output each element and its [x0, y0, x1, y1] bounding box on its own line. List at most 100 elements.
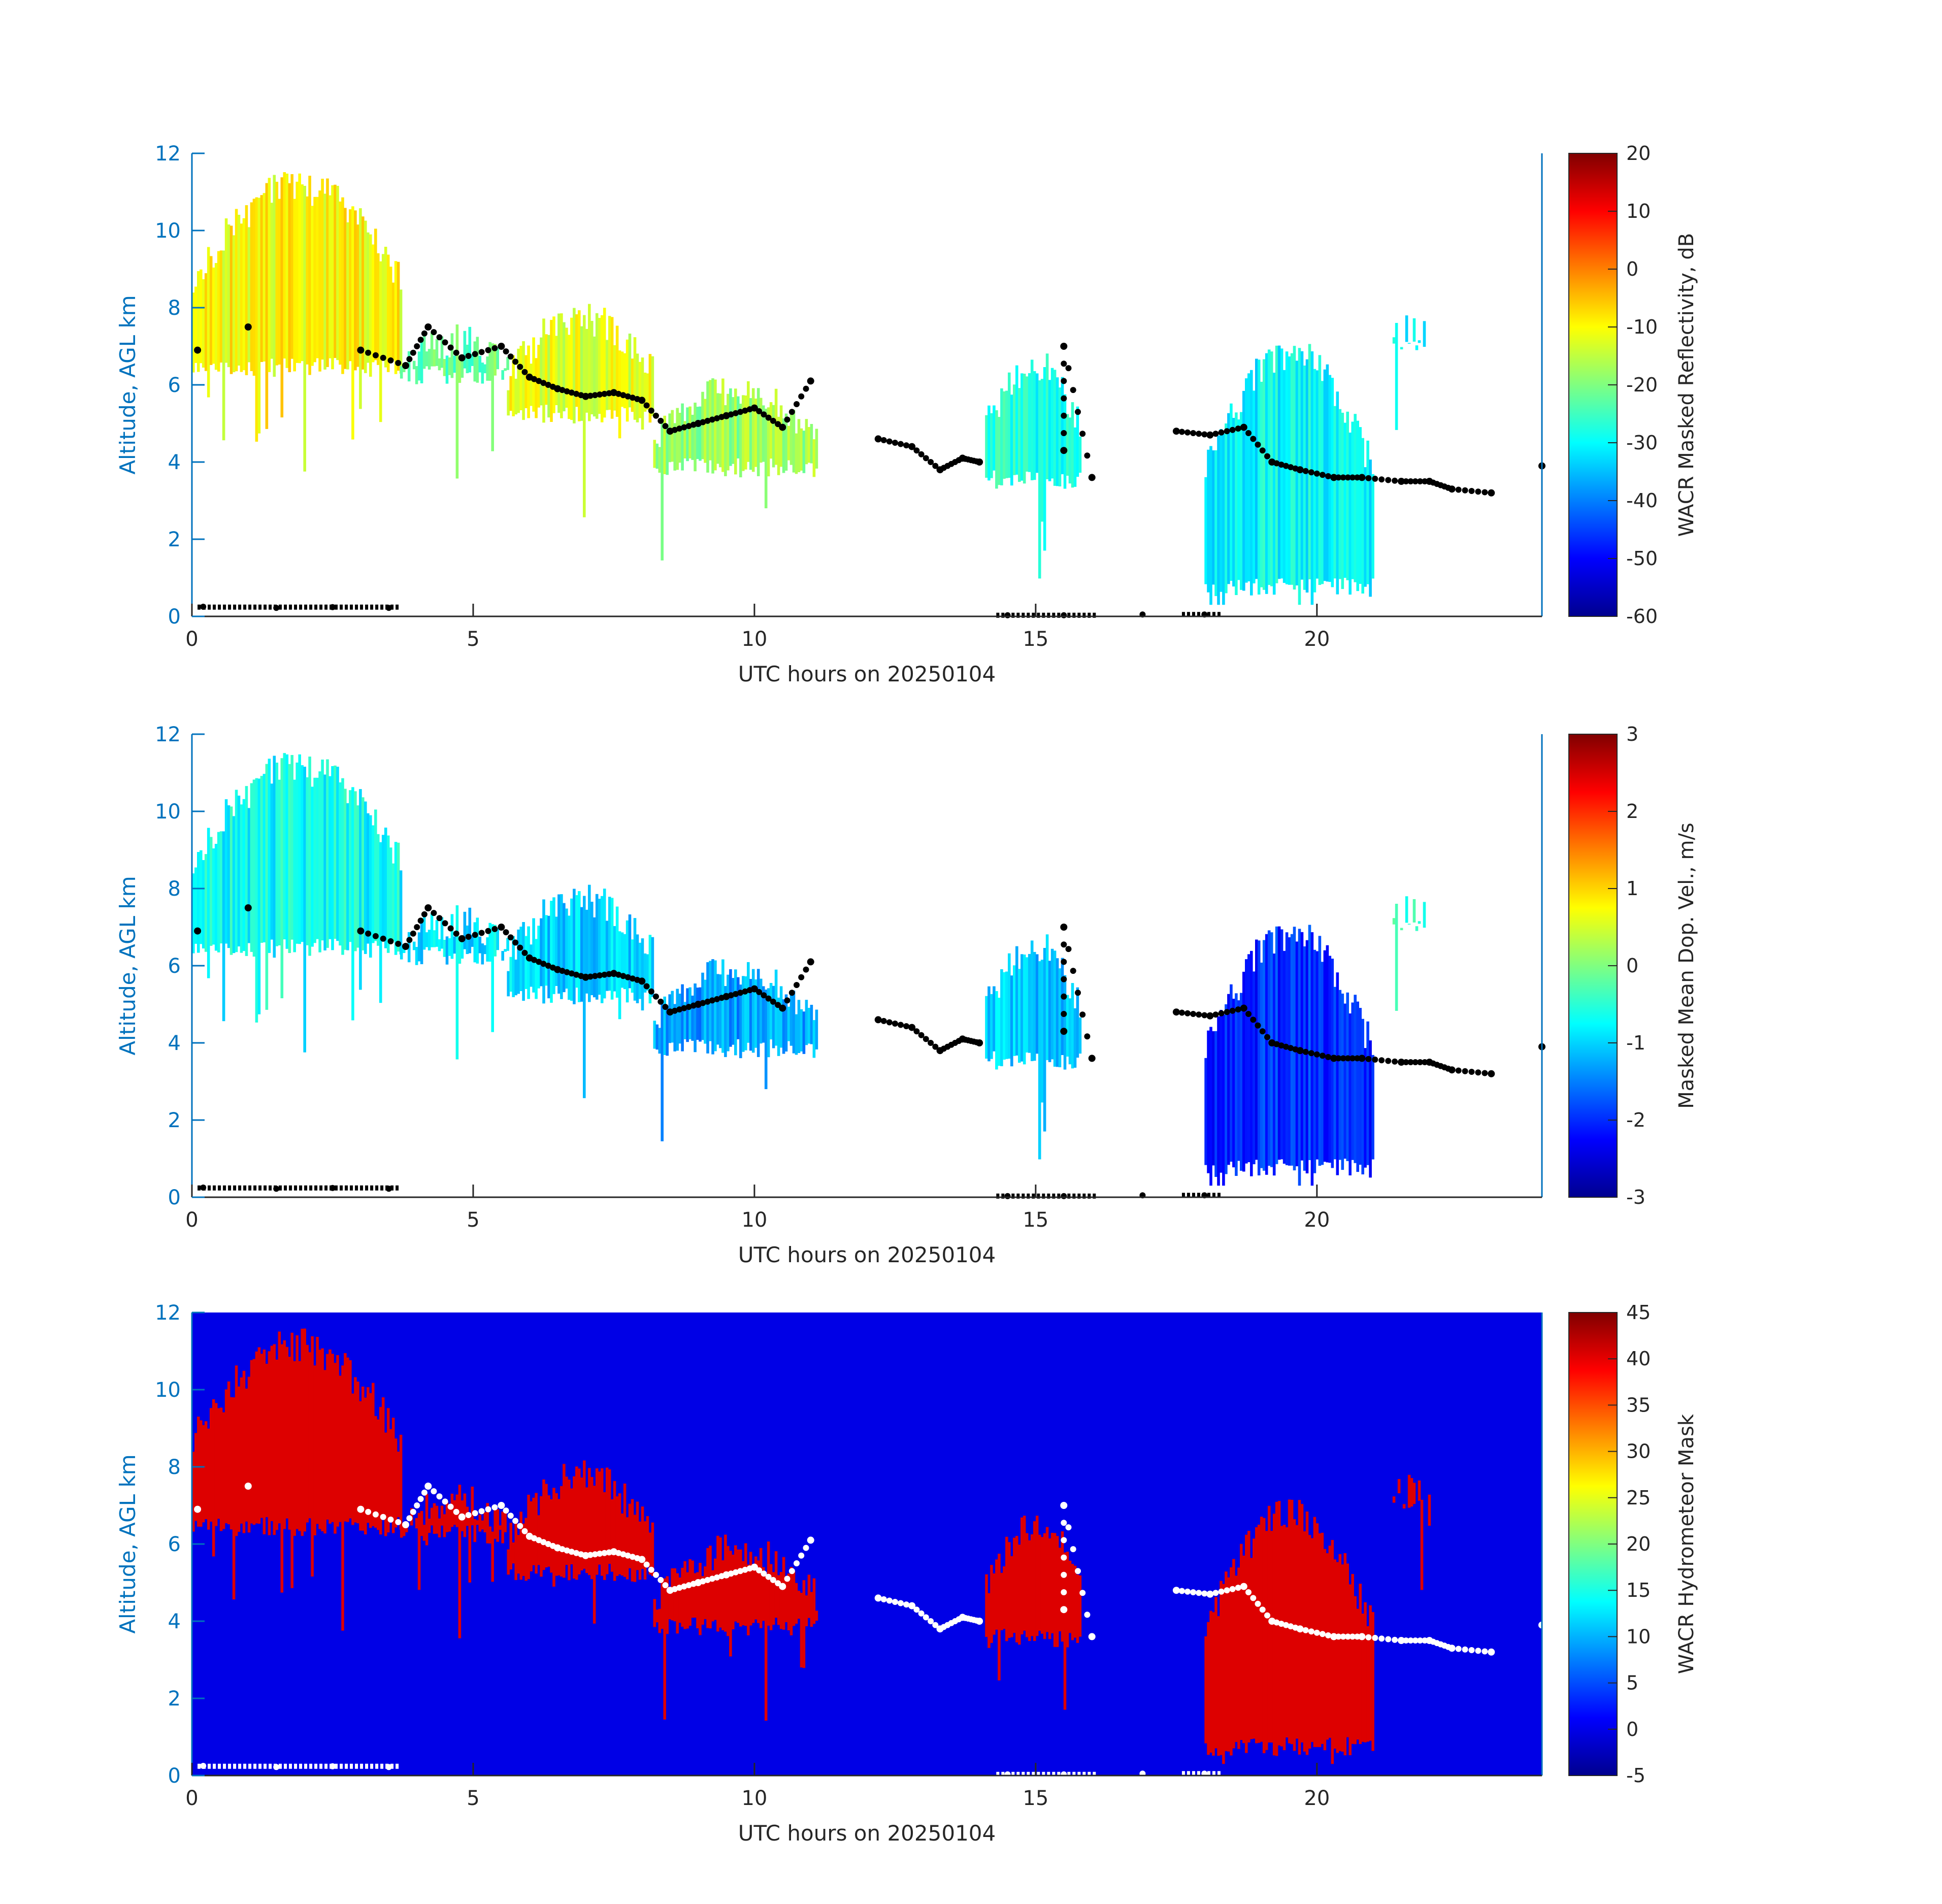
colorbar-tick-label: 0	[1626, 258, 1638, 280]
cloud-base-point	[1378, 476, 1385, 483]
cloud-base-point	[928, 459, 934, 465]
cloud-base-point	[1255, 441, 1261, 448]
cloud-column	[631, 1499, 634, 1582]
cloud-base-point	[1302, 468, 1309, 474]
cloud-base-point	[1335, 1633, 1342, 1640]
cloud-column	[1359, 1584, 1362, 1744]
cloud-column	[219, 1407, 223, 1531]
cloud-column	[767, 407, 770, 477]
cloud-column	[448, 938, 451, 956]
cloud-column	[280, 177, 284, 418]
cloud-column	[993, 405, 996, 471]
cloud-base-point	[742, 407, 748, 414]
cloud-base-point	[681, 1583, 687, 1590]
cloud-column	[242, 1370, 246, 1533]
cloud-column	[361, 797, 365, 950]
cloud-region	[985, 353, 1082, 579]
cloud-column	[339, 201, 342, 365]
cloud-base-point	[568, 1549, 575, 1555]
cloud-column	[724, 986, 727, 1057]
cloud-column	[578, 891, 581, 1002]
cloud-column	[306, 1344, 309, 1523]
cloud-column	[275, 763, 279, 946]
cloud-column	[779, 405, 783, 467]
cloud-column	[540, 337, 543, 406]
cloud-column	[787, 425, 791, 461]
cloud-base-point	[1412, 1059, 1419, 1065]
cloud-column	[638, 942, 642, 999]
cloud-column	[316, 196, 319, 358]
cloud-column	[552, 316, 555, 413]
cloud-column	[200, 269, 203, 364]
cloud-base-point	[638, 397, 646, 404]
cloud-column	[595, 894, 599, 1000]
cloud-base-point	[503, 1507, 509, 1514]
cloud-column	[1418, 1480, 1421, 1501]
cloud-column	[719, 1537, 722, 1628]
cloud-column	[394, 1438, 398, 1528]
cloud-column	[658, 447, 662, 473]
cloud-base-point	[1358, 1633, 1366, 1640]
cloud-base-point	[620, 1551, 627, 1558]
cloud-base-point	[653, 993, 659, 1000]
cloud-column	[547, 915, 550, 999]
cloud-base-point	[638, 977, 646, 985]
cloud-column	[620, 1513, 624, 1576]
cloud-column	[377, 834, 380, 946]
cloud-column	[204, 273, 208, 371]
cloud-column	[648, 935, 652, 1004]
cloud-column	[754, 1556, 758, 1620]
cloud-column	[308, 757, 311, 956]
cloud-base-point	[597, 391, 603, 398]
cloud-base-point	[517, 1523, 523, 1529]
cloud-column	[593, 336, 596, 417]
cloud-base-point	[1172, 428, 1180, 435]
cloud-column	[1366, 1626, 1369, 1742]
cloud-base-point	[601, 1550, 608, 1556]
cloud-column	[1253, 1538, 1256, 1739]
cloud-base-point	[1070, 1546, 1076, 1553]
cloud-column	[229, 1397, 233, 1530]
cloud-base-point	[442, 920, 448, 927]
cloud-column	[1066, 414, 1069, 476]
cloud-column	[615, 1496, 619, 1576]
cloud-column	[1015, 946, 1018, 1056]
cloud-column	[1267, 1505, 1271, 1743]
cloud-column	[1326, 364, 1329, 582]
cloud-column	[326, 759, 329, 948]
cloud-base-point	[1335, 1055, 1342, 1062]
cloud-column	[1336, 972, 1339, 1175]
colorbar-tick-label: 5	[1626, 1672, 1638, 1694]
cloud-column	[532, 918, 535, 993]
cloud-column	[364, 1397, 367, 1535]
cloud-column	[252, 779, 256, 957]
cloud-column	[732, 978, 735, 1045]
cloud-column	[399, 289, 403, 374]
cloud-column	[1412, 318, 1416, 342]
cloud-column	[683, 1561, 686, 1629]
cloud-column	[655, 1024, 659, 1050]
cloud-column	[235, 1365, 238, 1536]
cloud-base-point	[1462, 487, 1468, 494]
cloud-column	[807, 1574, 811, 1618]
cloud-base-point	[1403, 478, 1409, 484]
cloud-base-point	[704, 1577, 711, 1583]
cloud-column	[542, 318, 545, 423]
cloud-column	[1348, 1584, 1352, 1755]
cloud-column	[747, 962, 750, 1043]
cloud-column	[620, 932, 624, 988]
cloud-column	[212, 267, 215, 364]
cloud-column	[374, 1416, 377, 1528]
x-tick-label: 15	[1023, 628, 1048, 651]
cloud-column	[605, 921, 609, 991]
cloud-column	[1008, 953, 1011, 1059]
cloud-base-point	[1288, 1623, 1294, 1630]
cloud-column	[1341, 1564, 1344, 1752]
cloud-column	[386, 254, 390, 372]
cloud-column	[1217, 435, 1220, 605]
cloud-base-point	[880, 437, 887, 443]
cloud-column	[209, 256, 213, 365]
cloud-base-point	[559, 387, 566, 393]
cloud-base-point	[648, 407, 654, 414]
cloud-column	[1018, 388, 1021, 482]
